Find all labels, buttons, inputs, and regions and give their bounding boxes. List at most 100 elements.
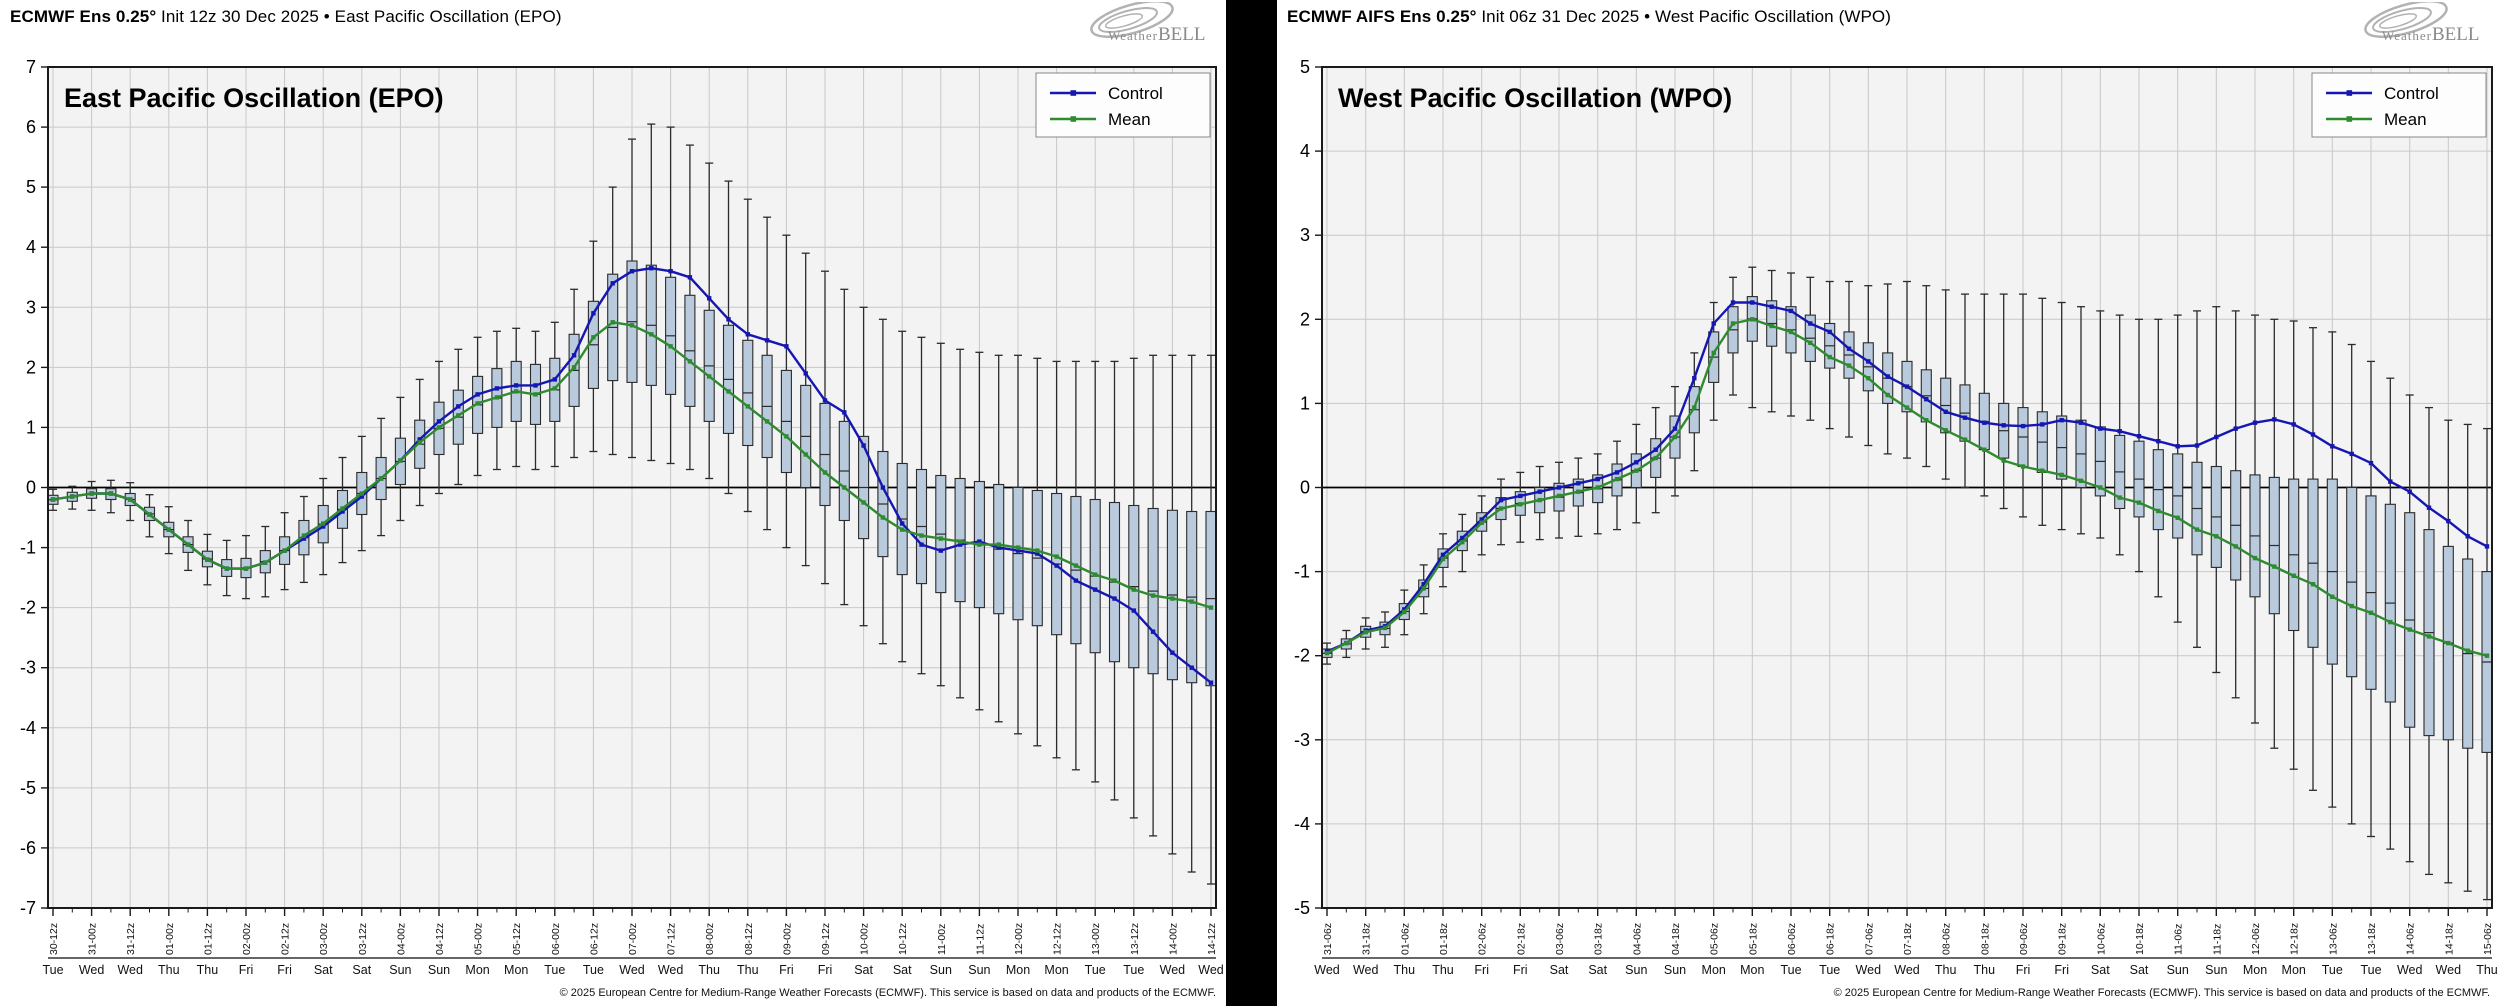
wpo-chart: 5 4 3 2 1 0 -1 -2 -3 -4 -5 31-06z 31-18z 01-06z 01-18z… [1294,57,2498,977]
svg-text:Tue: Tue [1085,963,1106,977]
svg-text:-5: -5 [20,778,36,798]
x-axis-labels: 30-12z 31-00z 31-12z 01-00z 01-12z 02-00z 02-1… [48,923,1218,955]
svg-text:03-12z: 03-12z [357,923,369,955]
svg-text:Sat: Sat [893,963,912,977]
svg-text:14-12z: 14-12z [1206,923,1218,955]
svg-text:05-00z: 05-00z [473,923,485,955]
svg-text:Sat: Sat [1550,963,1569,977]
svg-text:-4: -4 [20,718,36,738]
svg-text:30-12z: 30-12z [48,923,60,955]
svg-text:Sun: Sun [968,963,990,977]
svg-text:5: 5 [1300,57,1310,77]
svg-text:-4: -4 [1294,814,1310,834]
svg-text:Tue: Tue [1819,963,1840,977]
svg-text:2: 2 [1300,309,1310,329]
svg-text:Mon: Mon [1740,963,1764,977]
svg-text:Wed: Wed [619,963,645,977]
svg-text:04-12z: 04-12z [434,923,446,955]
svg-text:01-06z: 01-06z [1399,923,1411,955]
svg-text:08-06z: 08-06z [1941,923,1953,955]
svg-text:12-18z: 12-18z [2289,923,2301,955]
svg-text:-7: -7 [20,898,36,918]
svg-text:-1: -1 [20,538,36,558]
svg-text:-5: -5 [1294,898,1310,918]
svg-text:Mon: Mon [2282,963,2306,977]
svg-text:Mon: Mon [1006,963,1030,977]
svg-text:Fri: Fri [779,963,794,977]
svg-text:01-18z: 01-18z [1438,923,1450,955]
svg-text:07-00z: 07-00z [627,923,639,955]
svg-text:Sun: Sun [1625,963,1647,977]
svg-text:Sat: Sat [352,963,371,977]
day-labels: Wed Wed Thu Thu Fri Fri Sat Sat Sun Sun Mon Mon Tue T… [1314,963,2498,977]
svg-text:09-06z: 09-06z [2018,923,2030,955]
header-init-text: Init 12z 30 Dec 2025 • East Pacific Osci… [156,7,562,26]
chart-title: East Pacific Oscillation (EPO) [64,83,444,113]
svg-text:13-12z: 13-12z [1129,923,1141,955]
svg-text:Wed: Wed [117,963,143,977]
svg-text:06-00z: 06-00z [550,923,562,955]
svg-text:-2: -2 [1294,646,1310,666]
svg-text:09-12z: 09-12z [820,923,832,955]
logo-text: WeatherBELL [2382,24,2479,45]
svg-text:08-18z: 08-18z [1979,923,1991,955]
svg-text:Control: Control [1108,84,1163,103]
logo-text: WeatherBELL [1108,24,1205,45]
svg-text:Wed: Wed [2397,963,2423,977]
epo-chart: 7 6 5 4 3 2 1 0 -1 -2 -3 -4 -5 -6 -7 30-12z 31-00z 31-12z… [20,57,1224,977]
svg-text:Thu: Thu [1432,963,1454,977]
svg-text:-2: -2 [20,598,36,618]
svg-text:01-00z: 01-00z [164,923,176,955]
svg-text:-3: -3 [1294,730,1310,750]
svg-text:0: 0 [26,478,36,498]
svg-text:Mon: Mon [465,963,489,977]
weatherbell-logo: WeatherBELL [1090,2,1205,45]
svg-text:Tue: Tue [1780,963,1801,977]
svg-text:-6: -6 [20,838,36,858]
svg-text:Mean: Mean [2384,110,2427,129]
svg-text:05-18z: 05-18z [1747,923,1759,955]
svg-text:12-12z: 12-12z [1052,923,1064,955]
svg-text:31-00z: 31-00z [87,923,99,955]
svg-text:07-06z: 07-06z [1863,923,1875,955]
svg-text:02-00z: 02-00z [241,923,253,955]
chart-title: West Pacific Oscillation (WPO) [1338,83,1732,113]
svg-text:06-18z: 06-18z [1825,923,1837,955]
copyright-footer: © 2025 European Centre for Medium-Range … [1833,987,2490,999]
svg-text:Control: Control [2384,84,2439,103]
y-axis-labels: 5 4 3 2 1 0 -1 -2 -3 -4 -5 [1294,57,1322,918]
svg-text:09-00z: 09-00z [781,923,793,955]
svg-text:Sun: Sun [2167,963,2189,977]
day-labels: Tue Wed Wed Thu Thu Fri Fri Sat Sat Sun Sun Mon Mon T… [42,963,1223,977]
svg-text:11-12z: 11-12z [974,924,986,955]
svg-text:2: 2 [26,357,36,377]
svg-text:Mean: Mean [1108,110,1151,129]
svg-text:12-00z: 12-00z [1013,923,1025,955]
svg-text:06-06z: 06-06z [1786,923,1798,955]
svg-text:10-18z: 10-18z [2134,923,2146,955]
svg-text:Wed: Wed [2436,963,2462,977]
logo-swirl-icon [1090,2,1174,39]
svg-text:31-06z: 31-06z [1322,923,1334,955]
svg-text:Sun: Sun [389,963,411,977]
svg-text:08-12z: 08-12z [743,923,755,955]
svg-text:10-12z: 10-12z [897,923,909,955]
svg-text:5: 5 [26,177,36,197]
svg-text:03-06z: 03-06z [1554,923,1566,955]
svg-text:03-00z: 03-00z [318,923,330,955]
svg-text:4: 4 [26,237,36,257]
svg-text:Wed: Wed [1314,963,1340,977]
logo-swirl-icon [2364,2,2448,39]
svg-text:3: 3 [1300,225,1310,245]
svg-text:02-12z: 02-12z [280,923,292,955]
svg-text:Thu: Thu [1394,963,1416,977]
svg-text:Fri: Fri [2016,963,2031,977]
chart-header: ECMWF AIFS Ens 0.25° Init 06z 31 Dec 202… [1287,7,1891,27]
mean-line [50,320,1214,610]
svg-text:03-18z: 03-18z [1593,923,1605,955]
svg-text:Tue: Tue [2322,963,2343,977]
svg-text:Fri: Fri [277,963,292,977]
svg-text:Mon: Mon [1702,963,1726,977]
legend: Control Mean [1035,72,1211,138]
svg-text:31-12z: 31-12z [125,923,137,955]
